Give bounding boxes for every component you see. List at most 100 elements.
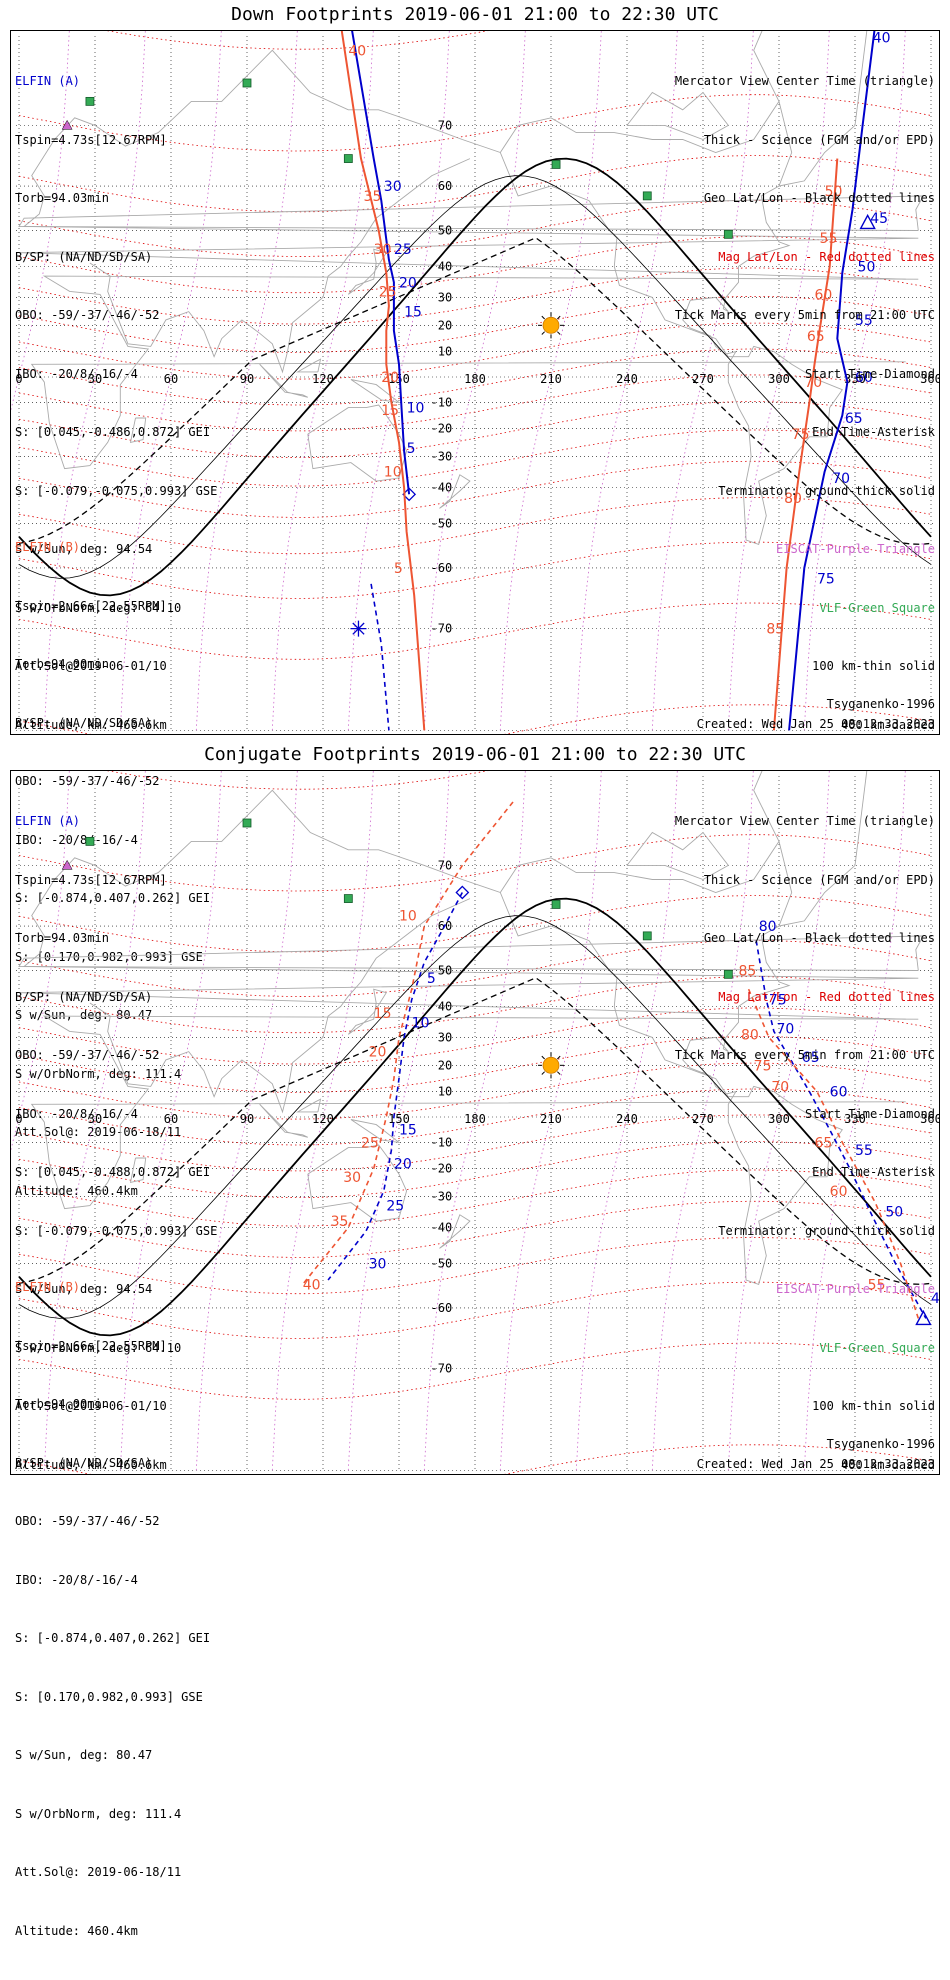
vlf-station-marker: [551, 900, 561, 909]
coastline: [347, 248, 388, 295]
eiscat-marker: [61, 119, 73, 130]
mag-parallel: [18, 1114, 932, 1172]
coastline: [129, 417, 147, 443]
elfin-b-line: IBO: -20/8/-16/-4: [15, 1572, 138, 1587]
elfin-b-time-label: 85: [738, 963, 756, 979]
terminator-400km: [18, 237, 932, 545]
elfin-a-time-label: 80: [759, 919, 777, 935]
elfin-a-time-label: 70: [776, 1021, 794, 1037]
mag-parallel: [18, 267, 932, 325]
elfin-a-time-label: 25: [394, 242, 412, 258]
conjugate-footprints-panel: Conjugate Footprints 2019-06-01 21:00 to…: [0, 740, 950, 1938]
terminator-100km: [18, 915, 932, 1319]
mag-parallel: [18, 199, 932, 257]
elfin-a-line: S w/OrbNorm, deg: 64.10: [15, 1340, 182, 1355]
elfin-a-header: ELFIN (A): [15, 814, 81, 828]
elfin-b-time-label: 10: [384, 465, 402, 481]
y-tick-label: -40: [431, 1221, 453, 1235]
y-tick-label: -10: [431, 395, 453, 409]
x-tick-label: 30: [88, 1112, 102, 1126]
elfin-b-header: ELFIN (B): [15, 540, 81, 554]
elfin-b-time-label: 40: [303, 1277, 321, 1293]
elfin-a-time-label: 20: [399, 275, 417, 291]
legend-line: Tick Marks every 5min from 21:00 UTC: [674, 1048, 935, 1062]
x-tick-label: 330: [844, 372, 866, 386]
legend-line: Tick Marks every 5min from 21:00 UTC: [674, 308, 935, 322]
elfin-a-time-label: 40: [873, 31, 891, 47]
sun-ray: [557, 1071, 561, 1075]
elfin-b-time-label: 75: [754, 1058, 772, 1074]
elfin-b-line: Tspin=2.66s[22.55RPM]: [15, 598, 167, 613]
vlf-station-marker: [723, 969, 733, 979]
elfin-a-time-label: 10: [412, 1015, 430, 1031]
x-tick-label: 360: [920, 1112, 939, 1126]
x-tick-label: 120: [312, 372, 334, 386]
coastline: [30, 275, 919, 470]
elfin-b-line: B/SP: (NA/ND/SD/SA): [15, 715, 153, 730]
elfin-b-line: S w/Sun, deg: 80.47: [15, 1748, 153, 1762]
y-tick-label: 10: [438, 345, 452, 359]
legend-line: Geo Lat/Lon - Black dotted lines: [703, 931, 935, 945]
elfin-b-time-label: 55: [820, 231, 838, 247]
mag-meridian: [195, 31, 298, 731]
mag-parallel: [18, 322, 932, 380]
elfin-a-track: [370, 583, 390, 731]
eiscat-marker: [61, 859, 73, 870]
mag-meridian: [575, 771, 678, 1471]
legend-line: Terminator: ground-thick solid: [718, 483, 935, 498]
mag-parallel: [106, 771, 489, 790]
panel-title: Down Footprints 2019-06-01 21:00 to 22:3…: [231, 4, 719, 25]
elfin-a-time-label: 5: [407, 441, 416, 457]
legend-line: 400 km-dashed: [841, 717, 935, 732]
elfin-b-track: [340, 31, 426, 731]
elfin-b-line: S w/OrbNorm, deg: 111.4: [15, 1066, 182, 1081]
elfin-a-line: S: [0.045,-0.488,0.872] GEI: [15, 1165, 211, 1179]
elfin-a-info: ELFIN (A) Tspin=4.73s[12.67RPM] Torb=94.…: [15, 33, 217, 774]
mag-parallel: [18, 1062, 932, 1120]
elfin-b-line: S w/Sun, deg: 80.47: [15, 1008, 153, 1022]
elfin-b-info: ELFIN (B) Tspin=2.66s[22.55RPM] Torb=94.…: [15, 499, 210, 1240]
elfin-a-line: S: [0.045,-0.486,0.872] GEI: [15, 425, 211, 439]
elfin-b-track: [302, 801, 514, 1285]
y-tick-label: -30: [431, 450, 453, 464]
y-tick-label: 20: [438, 318, 452, 332]
x-tick-label: 180: [464, 1112, 486, 1126]
legend-line: End Time-Asterisk: [812, 1165, 935, 1179]
elfin-b-time-label: 30: [343, 1170, 361, 1186]
mag-meridian: [727, 771, 830, 1471]
y-tick-label: 70: [438, 858, 452, 872]
elfin-b-time-label: 5: [394, 561, 403, 577]
mag-parallel: [18, 94, 932, 152]
elfin-b-time-label: 15: [381, 403, 399, 419]
mag-meridian: [119, 771, 222, 1471]
coastline: [307, 404, 408, 482]
vlf-station-marker: [85, 96, 95, 106]
sun-ray: [541, 1055, 545, 1060]
elfin-b-track: [747, 988, 920, 1319]
elfin-a-line: S: [-0.079,-0.075,0.993] GSE: [15, 1223, 218, 1238]
coastline: [350, 1119, 401, 1144]
mag-parallel: [18, 374, 932, 432]
terminator-400km: [18, 977, 932, 1285]
vlf-station-marker: [551, 160, 561, 169]
elfin-a-track: [788, 31, 876, 731]
terminator-100km: [18, 175, 932, 579]
elfin-b-time-label: 15: [374, 1006, 392, 1022]
legend-line: Thick - Science (FGM and/or EPD): [703, 872, 935, 887]
vlf-station-marker: [85, 836, 95, 846]
elfin-b-line: IBO: -20/8/-16/-4: [15, 832, 138, 847]
mercator-map: 0 30 60 90 120 150 180 210 240 270 300 330 360706050…: [11, 771, 939, 1474]
elfin-a-line: OBO: -59/-37/-46/-52: [15, 308, 160, 322]
y-tick-label: 40: [438, 999, 452, 1013]
mag-meridian: [803, 31, 906, 731]
mag-parallel: [18, 348, 932, 406]
elfin-a-header: ELFIN (A): [15, 74, 81, 88]
mag-meridian: [43, 31, 146, 731]
elfin-b-time-label: 60: [830, 1184, 848, 1200]
mag-meridian: [727, 31, 830, 731]
sun-ray: [557, 331, 561, 335]
created-label: Created: Wed Jan 25 08:13:33 2023: [696, 1457, 935, 1471]
elfin-a-line: S w/Sun, deg: 94.54: [15, 542, 153, 556]
mag-meridian: [347, 771, 450, 1471]
model-label: Tsyganenko-1996: [826, 697, 935, 711]
